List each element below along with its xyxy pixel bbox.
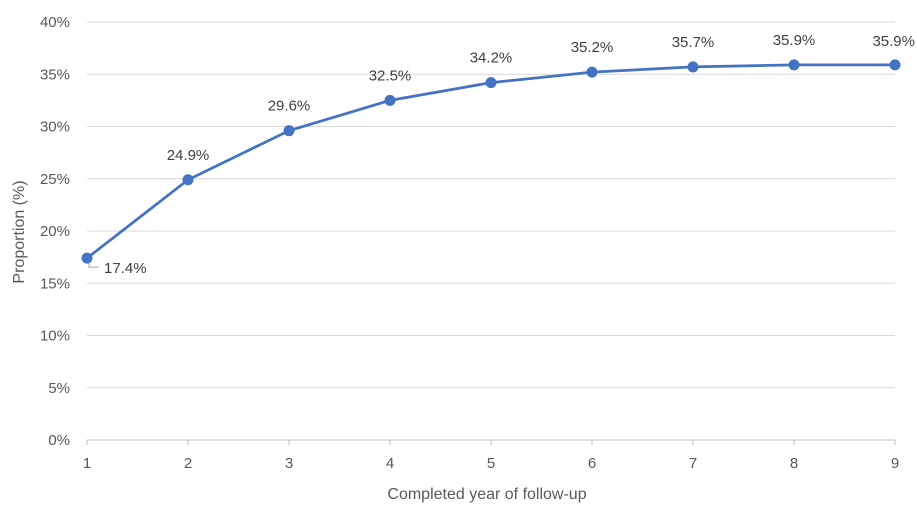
data-label: 32.5% xyxy=(369,67,412,84)
data-label: 17.4% xyxy=(104,260,147,277)
x-tick-label: 7 xyxy=(689,455,697,472)
y-tick-label: 5% xyxy=(48,380,70,397)
y-axis-title: Proportion (%) xyxy=(11,180,28,283)
data-label: 35.7% xyxy=(672,34,715,51)
data-label: 35.9% xyxy=(872,33,915,50)
data-labels: 17.4% 24.9% 29.6% 32.5% 34.2% 35.2% 35.7% 35.9%… xyxy=(88,32,915,277)
data-label: 35.9% xyxy=(773,32,816,49)
data-label: 24.9% xyxy=(167,147,210,164)
y-tick-label: 40% xyxy=(40,14,70,31)
data-label-leader xyxy=(88,263,99,268)
y-tick-label: 20% xyxy=(40,223,70,240)
y-tick-label: 0% xyxy=(48,432,70,449)
x-tick-label: 9 xyxy=(891,455,899,472)
y-tick-label: 25% xyxy=(40,171,70,188)
data-point xyxy=(182,174,194,186)
y-tick-label: 30% xyxy=(40,119,70,136)
y-tick-label: 15% xyxy=(40,275,70,292)
data-point xyxy=(283,125,295,137)
data-label: 29.6% xyxy=(268,98,311,115)
data-point xyxy=(586,66,598,78)
data-point xyxy=(788,59,800,71)
axes: 0% 5% 10% 15% 20% 25% 30% 35% 40% 1 2 3 4 5 6 7 8 9 xyxy=(40,14,899,472)
data-point xyxy=(687,61,699,73)
x-tick-label: 5 xyxy=(487,455,495,472)
x-tick-label: 1 xyxy=(83,455,91,472)
data-point xyxy=(889,59,901,71)
x-tick-label: 4 xyxy=(386,455,394,472)
gridlines xyxy=(87,21,895,389)
data-label: 35.2% xyxy=(571,39,614,56)
series xyxy=(81,59,901,264)
y-tick-label: 35% xyxy=(40,66,70,83)
x-tick-label: 2 xyxy=(184,455,192,472)
data-point xyxy=(81,252,93,264)
y-tick-label: 10% xyxy=(40,328,70,345)
x-tick-label: 3 xyxy=(285,455,293,472)
data-point xyxy=(485,77,497,89)
data-label: 34.2% xyxy=(470,50,513,67)
x-tick-label: 6 xyxy=(588,455,596,472)
x-axis-title: Completed year of follow-up xyxy=(387,486,586,503)
data-point xyxy=(384,94,396,106)
x-tick-label: 8 xyxy=(790,455,798,472)
